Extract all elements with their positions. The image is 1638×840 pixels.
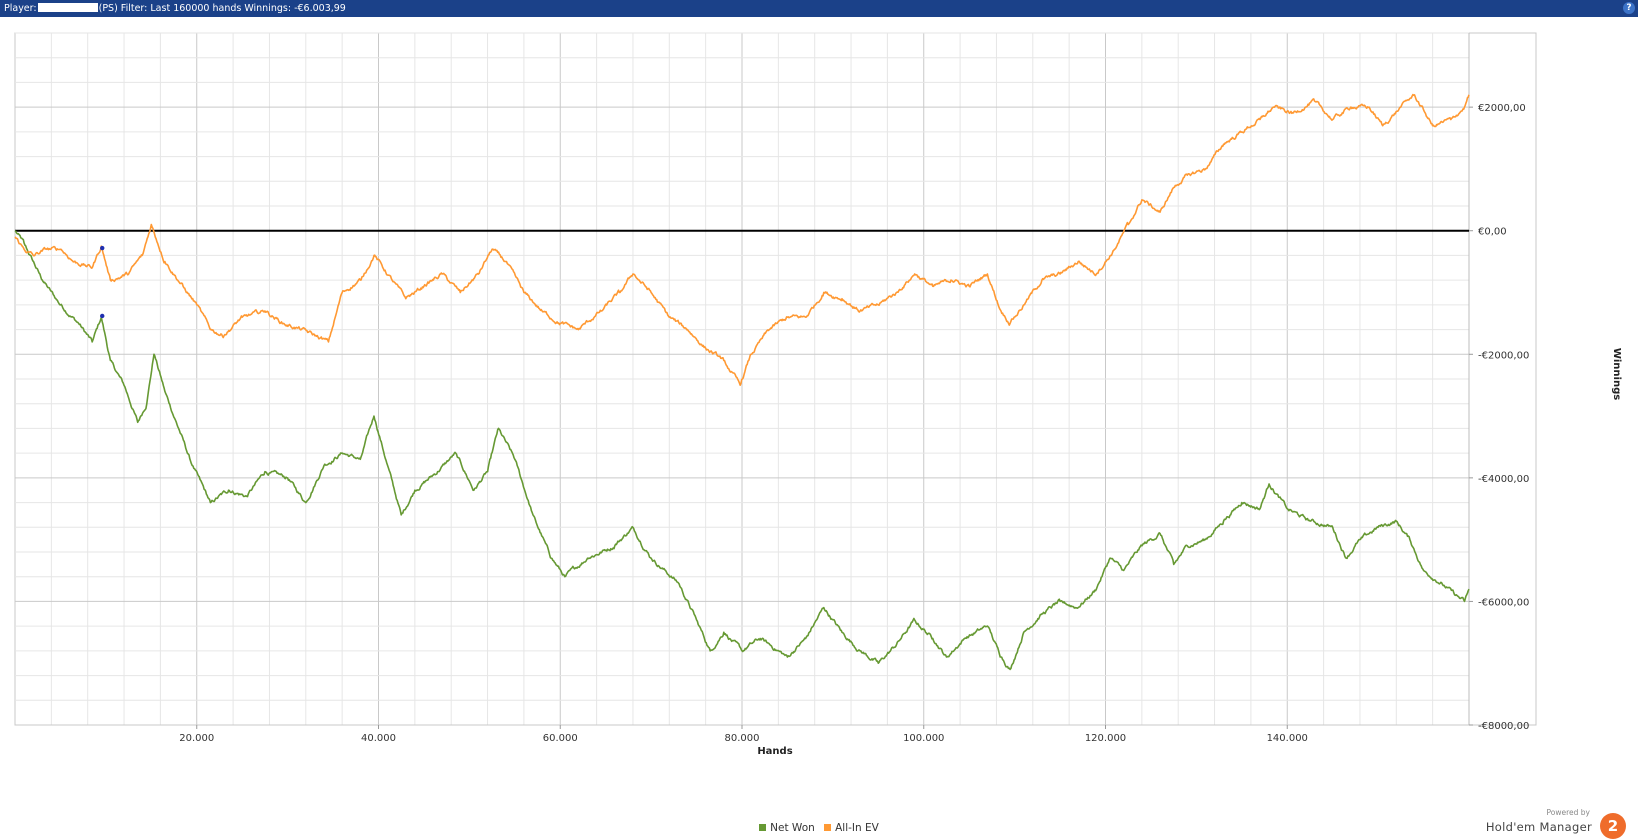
y-tick-label: €0,00 <box>1478 227 1507 238</box>
series-line-1 <box>14 93 1470 386</box>
x-tick-label: 40.000 <box>361 733 396 744</box>
legend-label-all-in-ev: All-In EV <box>835 822 879 834</box>
legend-item-net-won[interactable]: Net Won <box>759 822 815 834</box>
title-bar: Player: (PS) Filter: Last 160000 hands Wi… <box>0 0 1638 17</box>
redacted-player-name <box>37 3 98 12</box>
y-tick-label: -€8000,00 <box>1478 721 1529 732</box>
y-axis-label: Winnings <box>1611 348 1622 400</box>
filter-text: (PS) Filter: Last 160000 hands Winnings:… <box>98 3 346 14</box>
legend-swatch-all-in-ev <box>824 824 832 831</box>
y-axis-ticks: €2000,00 €0,00 -€2000,00 -€4000,00 -€6000,00… <box>1469 103 1529 732</box>
series-line-0 <box>14 230 1470 671</box>
y-tick-label: -€4000,00 <box>1478 474 1529 485</box>
series-lines <box>14 93 1470 671</box>
player-label: Player: <box>4 3 37 14</box>
brand-name: Hold'em Manager <box>1485 820 1592 834</box>
hm2-logo-icon: 2 <box>1600 813 1626 839</box>
x-tick-label: 20.000 <box>179 733 214 744</box>
x-axis-ticks: 20.000 40.000 60.000 80.000 100.000 120.000 14… <box>179 725 1308 744</box>
x-axis-label: Hands <box>757 746 792 757</box>
powered-by-text: Powered by <box>1546 808 1590 817</box>
y-tick-label: -€6000,00 <box>1478 597 1529 608</box>
help-icon[interactable]: ? <box>1623 2 1635 14</box>
winnings-chart: 20.000 40.000 60.000 80.000 100.000 120.000 14… <box>14 32 1622 757</box>
y-tick-label: €2000,00 <box>1478 103 1526 114</box>
x-tick-label: 120.000 <box>1085 733 1126 744</box>
legend-swatch-net-won <box>759 824 767 831</box>
x-tick-label: 140.000 <box>1267 733 1308 744</box>
x-tick-label: 100.000 <box>903 733 944 744</box>
y-tick-label: -€2000,00 <box>1478 350 1529 361</box>
filter-summary: Player: (PS) Filter: Last 160000 hands Wi… <box>4 0 346 17</box>
marker-dot <box>100 245 105 251</box>
x-tick-label: 60.000 <box>543 733 578 744</box>
legend-item-all-in-ev[interactable]: All-In EV <box>824 822 879 834</box>
x-tick-label: 80.000 <box>725 733 760 744</box>
legend-label-net-won: Net Won <box>770 822 815 834</box>
brand-logo-block: Powered by Hold'em Manager 2 <box>1486 808 1630 840</box>
marker-dot <box>100 313 105 319</box>
legend: Net Won All-In EV <box>0 822 1638 834</box>
